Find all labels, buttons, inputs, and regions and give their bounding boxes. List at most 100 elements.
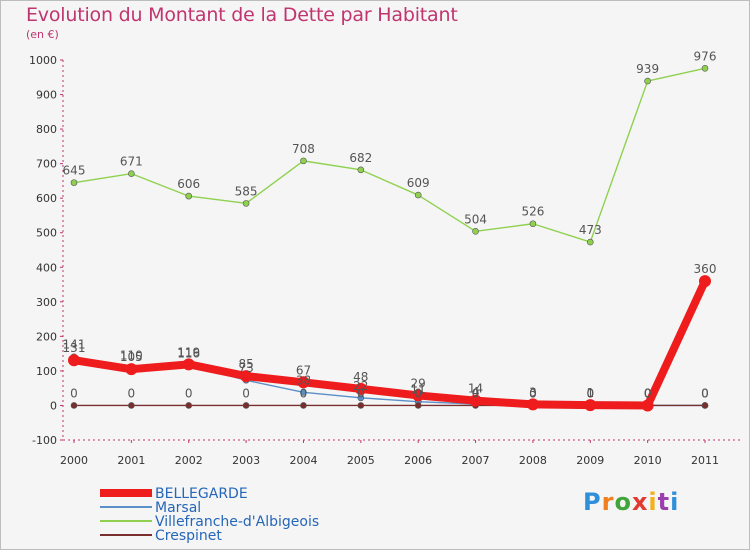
data-label-marsal: 0 xyxy=(644,386,652,400)
data-point-bellegarde xyxy=(297,376,310,389)
data-label-marsal: 141 xyxy=(63,338,86,352)
data-point-villefranche-d-albigeois xyxy=(128,170,135,177)
data-point-crespinet xyxy=(300,402,307,409)
data-label-marsal: 110 xyxy=(120,348,143,362)
data-label-bellegarde: 131 xyxy=(63,341,86,355)
data-label-marsal: 22 xyxy=(353,379,368,393)
data-labels: 6456716065857086826095045264739399761411… xyxy=(63,49,717,400)
series-line-bellegarde xyxy=(70,277,709,410)
data-point-villefranche-d-albigeois xyxy=(242,200,250,207)
legend-label-crespinet: Crespinet xyxy=(155,528,222,544)
data-label-bellegarde: 105 xyxy=(120,350,143,364)
data-label-villefranche-d-albigeois: 606 xyxy=(177,177,200,191)
data-label-villefranche-d-albigeois: 671 xyxy=(120,155,143,169)
data-point-villefranche-d-albigeois xyxy=(185,192,193,200)
x-tick-label: 2001 xyxy=(117,454,145,467)
data-label-villefranche-d-albigeois: 526 xyxy=(521,205,544,219)
x-tick-label: 2008 xyxy=(519,454,547,467)
data-label-crespinet: 0 xyxy=(70,386,78,400)
data-label-villefranche-d-albigeois: 473 xyxy=(579,223,602,237)
data-label-marsal: 0 xyxy=(701,386,709,400)
data-point-villefranche-d-albigeois xyxy=(586,238,594,246)
data-label-crespinet: 0 xyxy=(242,386,250,400)
data-label-villefranche-d-albigeois: 976 xyxy=(694,49,717,63)
data-label-villefranche-d-albigeois: 585 xyxy=(235,184,258,198)
y-tick-label: 800 xyxy=(36,123,57,136)
data-label-bellegarde: 29 xyxy=(411,376,426,390)
y-tick-label: 600 xyxy=(36,192,57,205)
data-label-crespinet: 0 xyxy=(644,386,652,400)
data-point-crespinet xyxy=(242,402,250,409)
data-label-crespinet: 0 xyxy=(414,386,422,400)
logo-letter: t xyxy=(657,488,671,516)
legend-label-marsal: Marsal xyxy=(155,500,201,516)
y-tick-label: 200 xyxy=(36,330,57,343)
x-tick-label: 2011 xyxy=(691,454,719,467)
series-group xyxy=(68,64,711,412)
data-label-crespinet: 0 xyxy=(300,386,308,400)
data-point-villefranche-d-albigeois xyxy=(472,228,479,235)
data-label-crespinet: 0 xyxy=(357,386,365,400)
y-tick-label: -100 xyxy=(32,434,57,447)
data-point-crespinet xyxy=(357,402,365,409)
data-label-crespinet: 0 xyxy=(472,386,480,400)
legend-label-villefranche-d-albigeois: Villefranche-d'Albigeois xyxy=(155,514,319,530)
data-point-crespinet xyxy=(414,402,422,409)
y-tick-label: 100 xyxy=(36,365,57,378)
data-point-villefranche-d-albigeois xyxy=(70,179,78,186)
data-label-bellegarde: 3 xyxy=(529,385,537,399)
data-point-bellegarde xyxy=(68,354,80,367)
chart-title: Evolution du Montant de la Dette par Hab… xyxy=(26,4,458,26)
data-label-bellegarde: 48 xyxy=(353,370,368,384)
x-tick-label: 2005 xyxy=(347,454,375,467)
x-tick-label: 2010 xyxy=(634,454,662,467)
x-tick-label: 2003 xyxy=(232,454,260,467)
data-point-villefranche-d-albigeois xyxy=(357,166,365,174)
data-point-marsal xyxy=(300,389,307,396)
data-point-bellegarde xyxy=(240,370,253,383)
data-label-marsal: 4 xyxy=(472,385,480,399)
data-label-crespinet: 0 xyxy=(529,386,537,400)
y-tick-label: 700 xyxy=(36,158,57,171)
data-label-bellegarde: 67 xyxy=(296,363,311,377)
data-label-villefranche-d-albigeois: 708 xyxy=(292,142,315,156)
data-label-crespinet: 0 xyxy=(586,386,594,400)
data-point-villefranche-d-albigeois xyxy=(644,77,651,85)
chart-unit: (en €) xyxy=(26,28,59,41)
data-point-villefranche-d-albigeois xyxy=(529,220,537,228)
data-point-bellegarde xyxy=(584,399,597,412)
data-label-marsal: 116 xyxy=(177,346,200,360)
data-point-villefranche-d-albigeois xyxy=(701,64,709,72)
legend: BELLEGARDEMarsalVillefranche-d'Albigeois… xyxy=(100,486,319,544)
series-line-villefranche-d-albigeois xyxy=(73,67,706,243)
logo-letter: i xyxy=(670,488,680,516)
data-point-crespinet xyxy=(128,402,135,409)
y-tick-label: 1000 xyxy=(29,54,57,67)
y-tick-label: 400 xyxy=(36,261,57,274)
data-point-bellegarde xyxy=(125,363,138,376)
data-label-marsal: 0 xyxy=(529,386,537,400)
legend-label-bellegarde: BELLEGARDE xyxy=(155,486,248,502)
x-tick-label: 2002 xyxy=(175,454,203,467)
logo-letter: x xyxy=(631,488,649,516)
data-point-bellegarde xyxy=(469,394,482,407)
x-tick-label: 2000 xyxy=(60,454,88,467)
data-label-villefranche-d-albigeois: 939 xyxy=(636,62,659,76)
axes: -100010020030040050060070080090010002000… xyxy=(29,54,742,467)
data-point-bellegarde xyxy=(412,389,425,402)
data-point-villefranche-d-albigeois xyxy=(300,157,307,165)
logo-letter: i xyxy=(648,488,658,516)
data-point-bellegarde xyxy=(182,358,195,371)
data-point-villefranche-d-albigeois xyxy=(414,191,422,199)
data-label-villefranche-d-albigeois: 682 xyxy=(349,151,372,165)
data-label-bellegarde: 0 xyxy=(644,386,652,400)
data-point-crespinet xyxy=(70,402,78,409)
data-point-bellegarde xyxy=(699,275,711,288)
proxiti-logo: Proxiti xyxy=(583,488,679,516)
data-label-marsal: 0 xyxy=(586,386,594,400)
data-point-bellegarde xyxy=(354,382,367,395)
data-label-marsal: 73 xyxy=(238,361,253,375)
data-label-bellegarde: 14 xyxy=(468,382,483,396)
